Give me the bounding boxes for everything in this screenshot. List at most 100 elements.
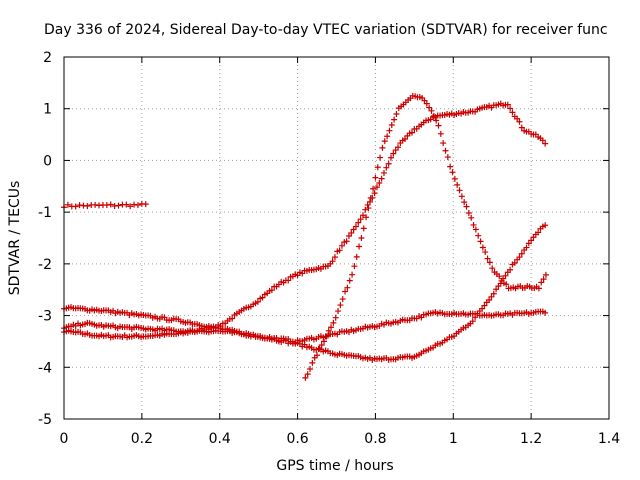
data-point [329, 258, 336, 265]
data-point [509, 109, 516, 116]
data-point [259, 294, 266, 301]
data-point [423, 100, 430, 107]
data-point [134, 202, 141, 209]
data-point [458, 193, 465, 200]
data-point [489, 265, 496, 272]
data-point [370, 185, 377, 192]
data-point [409, 129, 416, 136]
data-point [402, 135, 409, 142]
data-point [468, 214, 475, 221]
data-point [364, 201, 371, 208]
data-point [357, 216, 364, 223]
data-point [367, 195, 374, 202]
x-tick-label: 1 [449, 431, 458, 447]
data-point [456, 187, 463, 194]
series-satellite-b [61, 100, 549, 341]
data-point [542, 140, 549, 147]
data-point [391, 116, 398, 123]
data-point [321, 338, 328, 345]
data-point [381, 138, 388, 145]
data-point [503, 281, 510, 288]
x-tick-label: 0.6 [286, 431, 308, 447]
x-tick-label: 0.8 [364, 431, 386, 447]
data-point [84, 203, 91, 210]
data-point [496, 273, 503, 280]
data-point [285, 277, 292, 284]
data-point [344, 284, 351, 291]
data-point [511, 259, 518, 266]
x-tick-label: 0.4 [209, 431, 231, 447]
data-point [383, 164, 390, 171]
data-point [356, 243, 363, 250]
data-point [294, 272, 301, 279]
data-point [523, 244, 530, 251]
data-point [331, 254, 338, 261]
data-point [430, 112, 437, 119]
data-point [302, 374, 309, 381]
data-point [502, 272, 509, 279]
data-point [477, 238, 484, 245]
data-point [229, 315, 236, 322]
data-point [447, 163, 454, 170]
data-point [330, 319, 337, 326]
data-point [348, 229, 355, 236]
data-point [540, 276, 547, 283]
data-point [336, 247, 343, 254]
data-point [451, 175, 458, 182]
data-point [127, 203, 134, 210]
y-tick-label: -2 [38, 257, 52, 273]
data-point [516, 254, 523, 261]
data-point [490, 290, 497, 297]
data-point [351, 263, 358, 270]
tick-layer [63, 56, 610, 420]
data-point [535, 285, 542, 292]
data-point [346, 277, 353, 284]
data-point [335, 308, 342, 315]
data-point [385, 160, 392, 167]
data-point [355, 219, 362, 226]
data-point [433, 117, 440, 124]
data-point [475, 232, 482, 239]
y-tick-label: -5 [38, 412, 52, 428]
data-point [518, 124, 525, 131]
data-point [386, 127, 393, 134]
data-point [72, 203, 79, 210]
data-point [437, 130, 444, 137]
data-point [314, 352, 321, 359]
data-point [426, 104, 433, 111]
data-point [507, 266, 514, 273]
chart-title: Day 336 of 2024, Sidereal Day-to-day VTE… [44, 22, 608, 38]
y-tick-label: 2 [43, 50, 52, 66]
data-point [350, 226, 357, 233]
y-tick-label: -1 [38, 205, 52, 221]
data-point [365, 205, 372, 212]
y-tick-label: -4 [38, 360, 52, 376]
data-point [358, 235, 365, 242]
data-point [454, 181, 461, 188]
data-point [395, 144, 402, 151]
data-point [107, 201, 114, 208]
data-point [345, 232, 352, 239]
data-point [440, 140, 447, 147]
data-point [349, 271, 356, 278]
data-point [388, 154, 394, 161]
data-point [518, 250, 525, 257]
data-point [384, 133, 391, 140]
data-point [339, 296, 346, 303]
data-point [371, 190, 378, 197]
data-point [465, 210, 472, 217]
y-tick-label: 0 [43, 153, 52, 169]
data-point [516, 118, 523, 125]
series-satellite-c [302, 92, 549, 381]
data-point [360, 225, 367, 232]
series-satellite-a [61, 200, 149, 211]
data-point [352, 223, 359, 230]
data-point [393, 110, 400, 117]
data-point [304, 371, 311, 378]
data-point [328, 324, 335, 331]
y-tick-label: 1 [43, 102, 52, 118]
data-point [435, 122, 442, 129]
data-point [142, 201, 149, 208]
data-point [470, 221, 477, 228]
data-point [472, 226, 479, 233]
